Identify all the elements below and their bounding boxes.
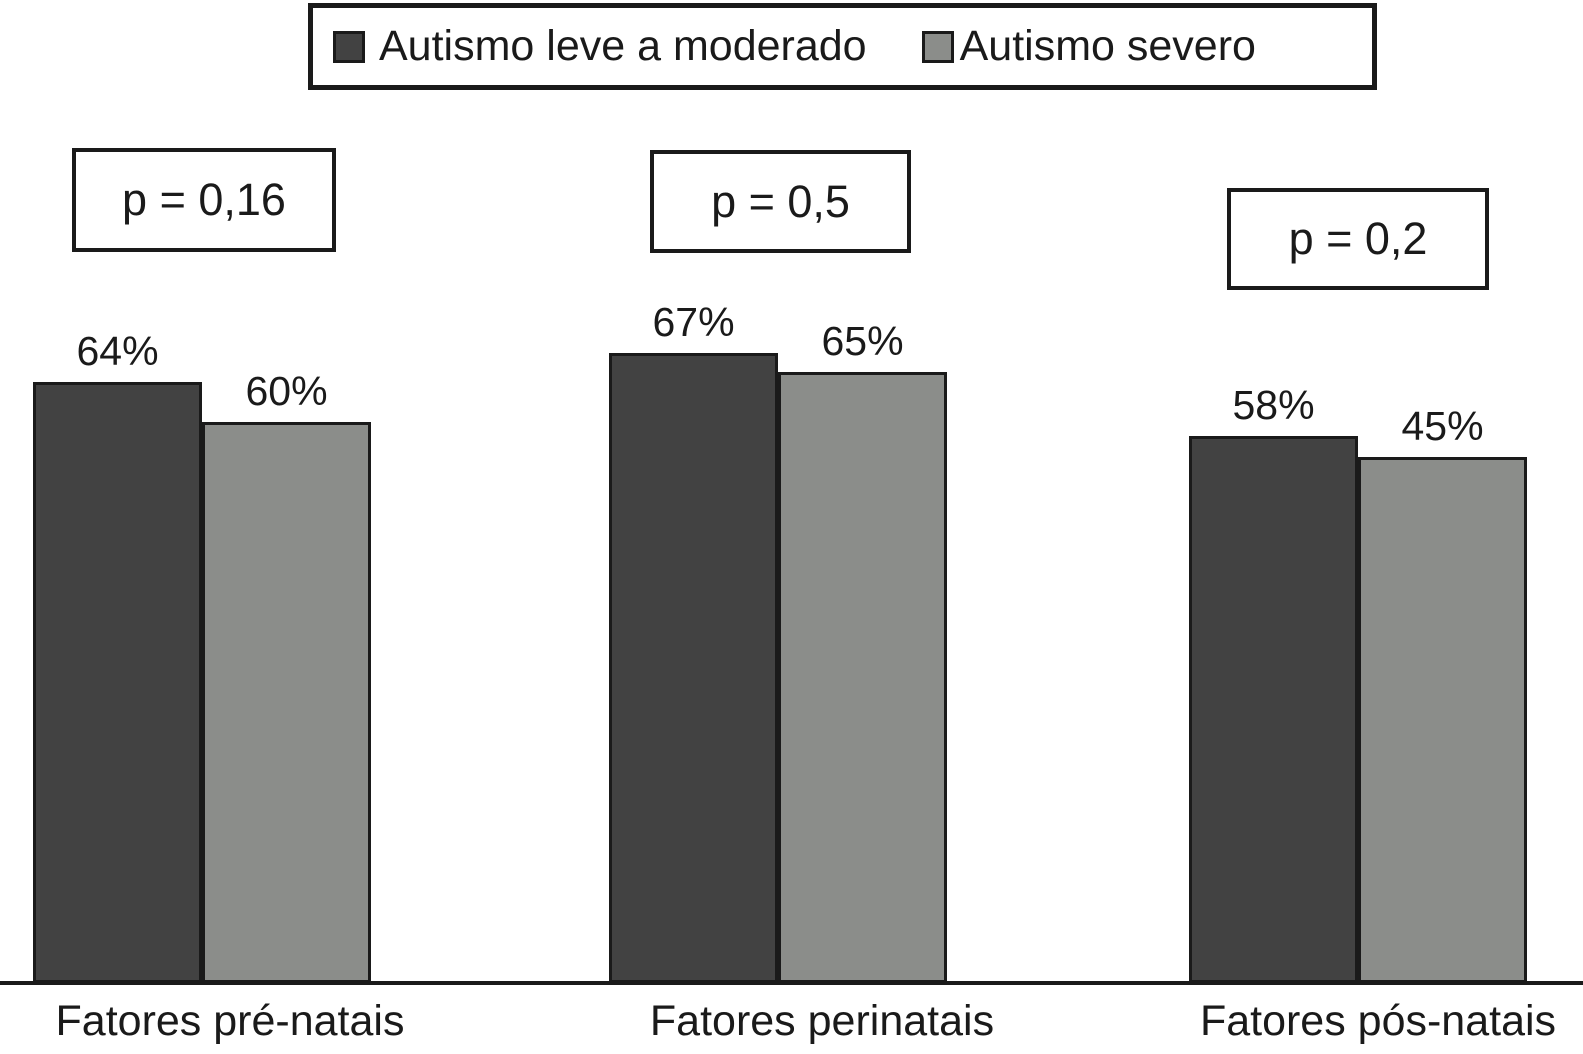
chart-legend: Autismo leve a moderado Autismo severo [308, 3, 1377, 90]
legend-label-severo: Autismo severo [959, 22, 1256, 70]
legend-swatch-light-icon [921, 30, 954, 63]
p-value-box-pre-natais: p = 0,16 [72, 148, 336, 252]
p-value-text: p = 0,5 [711, 175, 850, 227]
bar-value-label: 45% [1401, 403, 1484, 449]
bar-value-label: 64% [76, 328, 159, 374]
p-value-box-perinatais: p = 0,5 [650, 150, 911, 253]
category-label-3: Fatores pós-natais [1199, 997, 1557, 1045]
category-label-1: Fatores pré-natais [55, 997, 405, 1045]
bar-value-label: 60% [245, 368, 328, 414]
p-value-text: p = 0,2 [1288, 213, 1428, 264]
legend-swatch-dark-icon [333, 30, 365, 63]
p-value-text: p = 0,16 [122, 174, 286, 225]
legend-item-leve-moderado: Autismo leve a moderado [333, 25, 867, 68]
x-axis-line [0, 981, 1583, 985]
bar-value-label: 67% [652, 299, 735, 345]
bar-leve-moderado-group-1 [33, 382, 202, 983]
bar-value-label: 58% [1232, 382, 1315, 428]
bar-severo-group-3 [1358, 457, 1527, 983]
bar-leve-moderado-group-3 [1189, 436, 1358, 983]
bar-value-label: 65% [821, 318, 904, 364]
bar-severo-group-2 [778, 372, 947, 983]
bar-leve-moderado-group-2 [609, 353, 778, 983]
legend-item-severo: Autismo severo [921, 22, 1256, 70]
p-value-box-pos-natais: p = 0,2 [1227, 188, 1489, 290]
legend-label-leve-moderado: Autismo leve a moderado [379, 22, 867, 70]
bar-severo-group-1 [202, 422, 371, 983]
category-label-2: Fatores perinatais [649, 997, 995, 1045]
